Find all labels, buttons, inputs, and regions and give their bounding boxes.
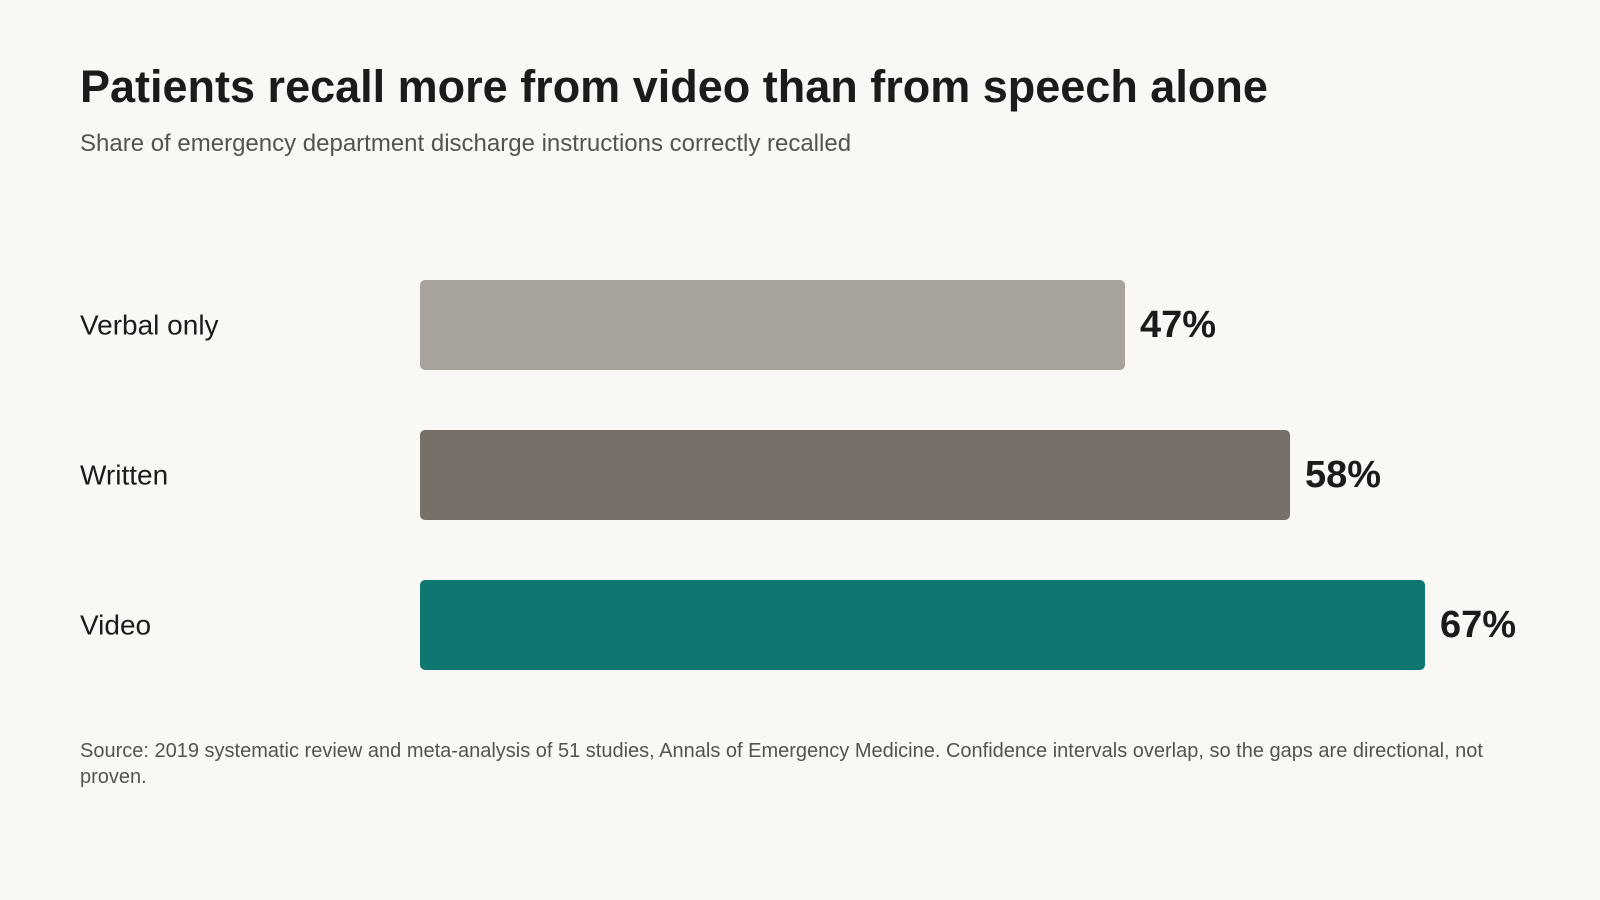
- value-label: 67%: [1440, 604, 1516, 646]
- value-label: 58%: [1305, 454, 1381, 496]
- bar: [420, 280, 1125, 370]
- bar: [420, 430, 1290, 520]
- chart-title: Patients recall more from video than fro…: [80, 61, 1268, 112]
- bar: [420, 580, 1425, 670]
- category-label: Video: [80, 610, 151, 641]
- source-note: Source: 2019 systematic review and meta-…: [80, 740, 1483, 788]
- category-label: Written: [80, 460, 168, 491]
- chart-subtitle: Share of emergency department discharge …: [80, 130, 852, 157]
- value-label: 47%: [1140, 304, 1216, 346]
- category-label: Verbal only: [80, 310, 219, 341]
